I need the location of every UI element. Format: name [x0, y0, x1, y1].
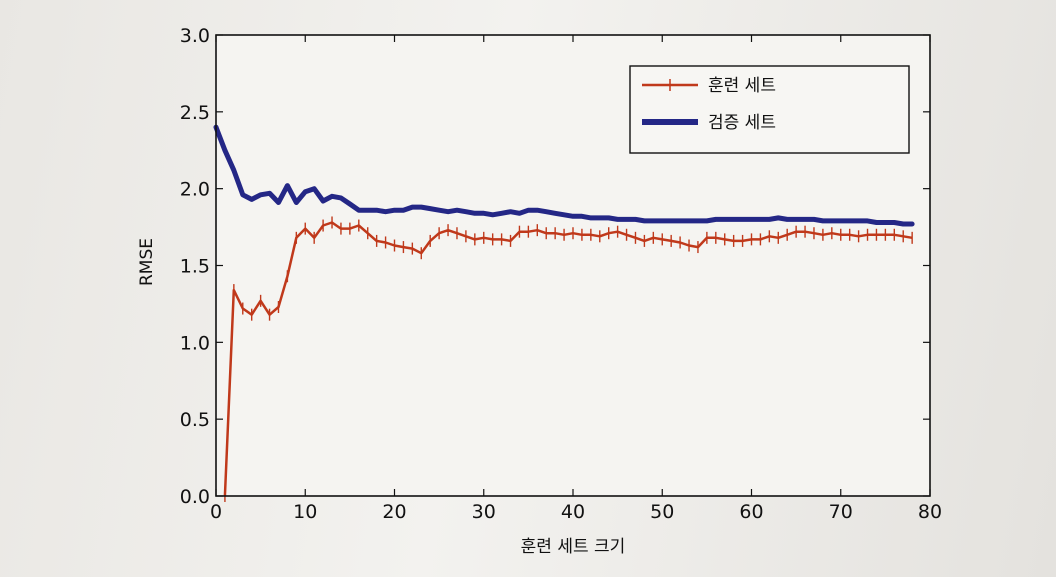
x-tick-label: 80 — [918, 501, 942, 523]
y-tick-label: 2.5 — [180, 102, 210, 124]
x-tick-label: 10 — [293, 501, 317, 523]
x-tick-label: 50 — [650, 501, 674, 523]
series-layer — [213, 124, 915, 502]
legend: 훈련 세트 검증 세트 — [629, 65, 910, 154]
y-tick-label: 3.0 — [180, 25, 210, 47]
y-tick-label: 1.0 — [180, 332, 210, 354]
training-set-line — [223, 221, 913, 497]
axis-ticks: 0 10 20 30 40 50 60 70 80 0.0 0.5 1.0 1.5 2.0 2.5 3.0 — [180, 25, 942, 523]
x-tick-label: 70 — [829, 501, 853, 523]
legend-box — [629, 65, 910, 154]
x-tick-label: 20 — [382, 501, 406, 523]
validation-set-line — [213, 124, 915, 227]
x-tick-label: 40 — [561, 501, 585, 523]
y-tick-label: 0.5 — [180, 409, 210, 431]
y-tick-label: 1.5 — [180, 256, 210, 278]
y-tick-label: 2.0 — [180, 179, 210, 201]
x-tick-label: 60 — [739, 501, 763, 523]
y-axis-title: RMSE — [137, 238, 157, 286]
plot-frame — [215, 34, 931, 497]
legend-label-validation: 검증 세트 — [708, 113, 776, 133]
y-tick-label: 0.0 — [180, 486, 210, 508]
legend-label-train: 훈련 세트 — [708, 76, 776, 96]
x-axis-title: 훈련 세트 크기 — [521, 537, 626, 557]
x-tick-label: 30 — [472, 501, 496, 523]
x-tick-label: 0 — [210, 501, 222, 523]
